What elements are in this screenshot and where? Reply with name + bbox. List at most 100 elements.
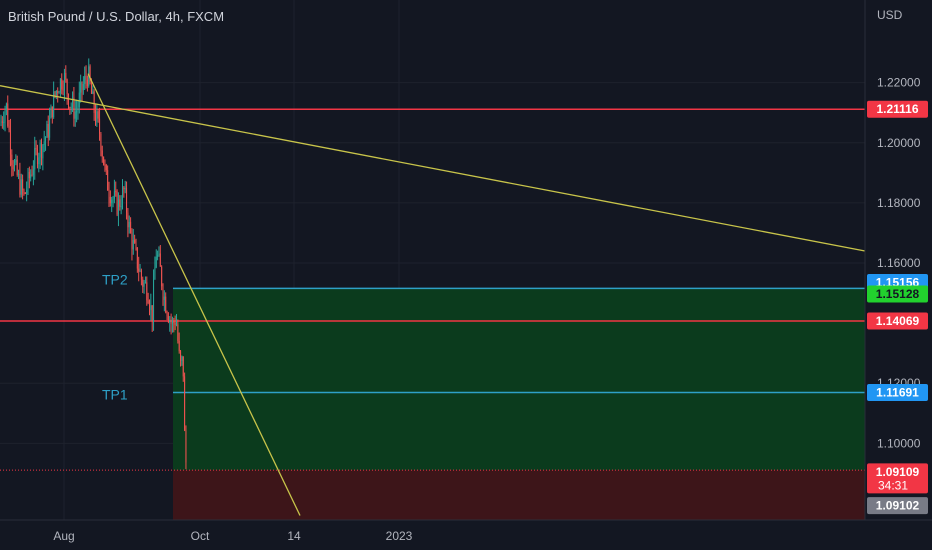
candle-body [144, 282, 146, 284]
trendlines[interactable] [0, 73, 866, 516]
candle-body [57, 90, 59, 94]
candle-body [151, 305, 153, 322]
candles [0, 58, 187, 470]
candle-body [155, 256, 157, 268]
candle-body [35, 147, 37, 149]
candle-body [69, 106, 71, 108]
price-tags: 1.211161.151561.151281.140691.116911.091… [867, 100, 928, 515]
candle-body [120, 206, 122, 208]
x-tick-label: 2023 [386, 529, 413, 543]
horizontal-lines[interactable] [0, 108, 865, 394]
candle-body [116, 191, 118, 215]
candle-body [113, 191, 115, 199]
candle-body [134, 240, 136, 243]
time-axis[interactable]: Aug Oct 14 2023 [53, 529, 412, 543]
y-tick-label: 1.22000 [877, 76, 921, 90]
candle-body [178, 340, 180, 352]
candle-body [65, 72, 67, 80]
candle-body [11, 154, 13, 166]
candle-body [5, 103, 7, 110]
candle-body [158, 253, 160, 256]
candle-body [97, 111, 99, 119]
candle-body [89, 66, 91, 83]
loss-zone [173, 470, 865, 520]
candle-body [34, 147, 36, 170]
candle-body [150, 305, 152, 311]
y-tick-label: 1.10000 [877, 436, 921, 450]
candle-body [142, 279, 144, 287]
candle-body [157, 255, 159, 257]
candle-body [124, 188, 126, 190]
candle-body [159, 253, 161, 267]
candle-body [112, 198, 114, 200]
price-tag-label: 1.15128 [876, 287, 920, 301]
position-zones [0, 288, 865, 520]
candle-body [139, 270, 141, 272]
candle-body [27, 171, 29, 190]
y-tick-label: 1.18000 [877, 196, 921, 210]
candle-body [1, 121, 3, 123]
candle-body [104, 164, 106, 166]
candle-body [154, 267, 156, 280]
x-tick-label: 14 [287, 529, 301, 543]
candle-body [182, 356, 184, 377]
candle-body [78, 92, 80, 107]
candle-body [180, 351, 182, 362]
candle-body [115, 191, 117, 193]
candle-body [73, 97, 75, 119]
candle-body [85, 75, 87, 80]
candle-body [107, 170, 109, 191]
candle-body [123, 187, 125, 190]
candle-body [105, 165, 107, 171]
candle-body [23, 190, 25, 194]
currency-unit: USD [877, 8, 903, 22]
price-tag-1.09102 [867, 497, 928, 515]
candle-body [77, 106, 79, 112]
trendline-1[interactable] [0, 85, 866, 252]
price-tag-1.15128 [867, 285, 928, 303]
candle-body [147, 300, 149, 304]
candle-body [86, 79, 88, 86]
candle-body [135, 242, 137, 248]
candle-body [153, 279, 155, 322]
candle-body [111, 199, 113, 204]
candle-body [184, 376, 186, 431]
candle-body [99, 118, 101, 134]
y-tick-label: 1.20000 [877, 136, 921, 150]
price-tag-1.11691 [867, 384, 928, 402]
candle-body [39, 142, 41, 158]
candle-body [22, 179, 24, 191]
candle-body [24, 193, 26, 195]
candle-body [54, 91, 56, 95]
candle-body [166, 312, 168, 317]
candle-body [14, 162, 15, 170]
annotations: TP2 TP1 [102, 272, 128, 403]
candle-body [0, 121, 2, 125]
symbol-title[interactable]: British Pound / U.S. Dollar, 4h, FXCM [8, 9, 225, 24]
candle-body [170, 319, 172, 324]
candle-body [72, 97, 74, 107]
candle-body [80, 82, 82, 93]
candle-body [181, 356, 183, 362]
candle-body [18, 173, 20, 175]
candle-body [132, 240, 134, 250]
candle-body [70, 106, 72, 108]
candle-body [130, 221, 132, 233]
candle-body [84, 75, 86, 84]
candle-body [138, 268, 140, 272]
price-tag-label: 1.11691 [876, 386, 919, 400]
candle-body [46, 123, 48, 138]
candle-body [45, 137, 47, 142]
candle-body [128, 221, 130, 228]
trendline-2[interactable] [87, 73, 301, 516]
candle-body [119, 199, 121, 207]
candle-body [15, 159, 17, 163]
candle-body [47, 123, 49, 138]
candle-body [103, 156, 105, 165]
candle-body [167, 316, 169, 322]
candle-body [146, 282, 148, 301]
candle-body [90, 82, 92, 94]
candle-body [38, 157, 40, 165]
candle-body [163, 296, 165, 300]
